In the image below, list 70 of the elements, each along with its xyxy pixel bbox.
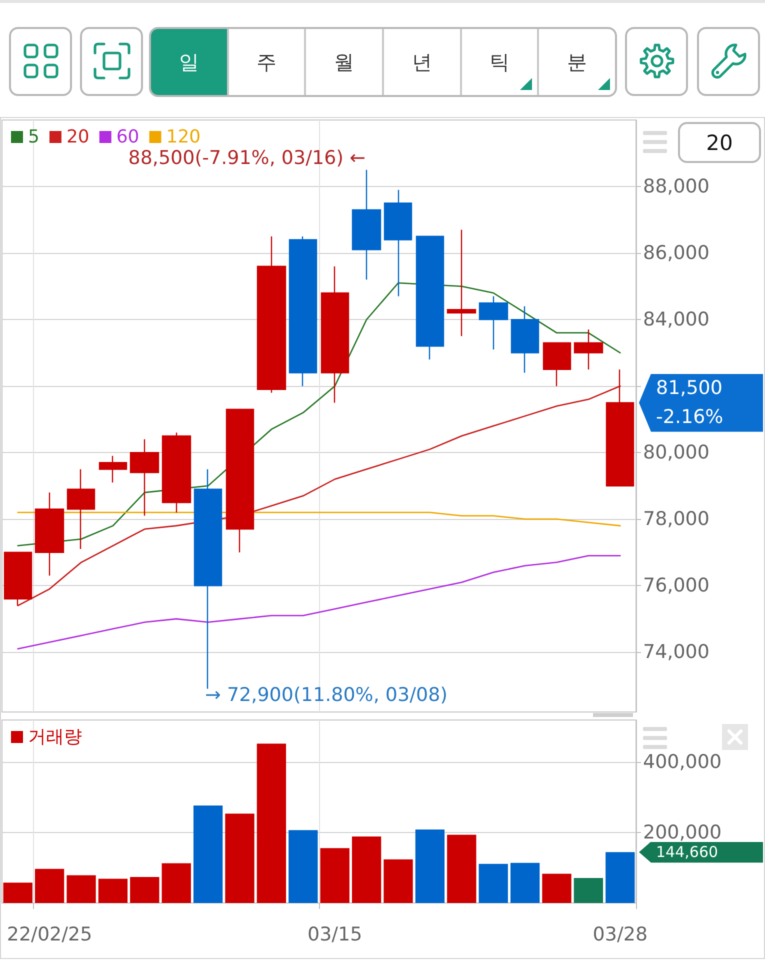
legend-label: 60 <box>116 126 140 148</box>
y-tick-label: 86,000 <box>643 242 710 264</box>
candlestick <box>130 438 160 516</box>
candlestick <box>4 552 32 606</box>
y-tick-label: 88,000 <box>643 176 710 198</box>
bar <box>130 876 160 903</box>
bar <box>542 874 572 903</box>
bar <box>510 862 540 903</box>
bar <box>66 875 96 903</box>
bar <box>606 852 635 903</box>
candlestick <box>162 432 192 514</box>
candlestick <box>542 342 572 387</box>
tab: 년 <box>382 29 460 95</box>
bar <box>384 859 413 903</box>
candlestick <box>416 236 444 360</box>
tab: 틱 <box>460 29 538 95</box>
tab: 월 <box>304 29 382 95</box>
y-tick-label: 74,000 <box>643 641 710 664</box>
bar <box>415 829 445 903</box>
candlestick <box>510 306 540 374</box>
bar <box>225 814 254 903</box>
legend-label: 5 <box>28 126 40 148</box>
tab: 분 <box>537 29 615 95</box>
x-tick-label: 03/15 <box>307 924 362 946</box>
x-tick-label: 03/28 <box>592 924 648 946</box>
annotation: 88,500(-7.91%, 03/16) ← <box>128 146 366 170</box>
bar <box>574 878 604 903</box>
y-tick-label: 78,000 <box>643 508 710 530</box>
bar <box>98 878 128 903</box>
bar <box>256 744 286 903</box>
candlestick <box>384 189 412 297</box>
legend-label: 20 <box>66 126 90 148</box>
annotation: → 72,900(11.80%, 03/08) <box>205 682 448 707</box>
candlestick <box>320 266 350 404</box>
candlestick <box>226 408 254 553</box>
annotation: 144,660 <box>639 842 763 863</box>
bar <box>34 868 64 903</box>
y-tick-label: 80,000 <box>643 442 710 464</box>
line-series <box>17 385 621 606</box>
y-tick-label: 200,000 <box>643 822 722 844</box>
candlestick <box>478 296 508 350</box>
bar <box>447 834 476 903</box>
tab: 주 <box>226 29 304 95</box>
bar <box>162 863 191 903</box>
bar <box>320 848 350 903</box>
x-tick-label: 22/02/25 <box>6 924 92 946</box>
line-series <box>17 554 621 650</box>
legend-label: 거래량 <box>28 726 82 748</box>
legend-label: 120 <box>166 126 201 148</box>
candlestick <box>66 468 96 550</box>
count-field: 20 <box>678 122 761 163</box>
bar <box>3 882 32 903</box>
candlestick <box>574 328 604 370</box>
bar <box>478 864 508 903</box>
candlestick <box>446 229 476 337</box>
candlestick <box>34 492 64 576</box>
bar <box>193 806 223 903</box>
candlestick <box>194 468 222 690</box>
y-tick-label: 400,000 <box>643 751 722 774</box>
candlestick <box>256 236 286 394</box>
candlestick <box>288 236 318 387</box>
candlestick <box>352 169 382 280</box>
candlestick <box>606 368 634 486</box>
candlestick <box>98 455 128 484</box>
bar <box>288 830 318 903</box>
y-tick-label: 76,000 <box>643 574 710 597</box>
text: 81,500 -2.16% <box>639 374 763 432</box>
y-tick-label: 84,000 <box>643 308 710 331</box>
bar <box>352 836 382 903</box>
tab: 일 <box>151 29 227 95</box>
